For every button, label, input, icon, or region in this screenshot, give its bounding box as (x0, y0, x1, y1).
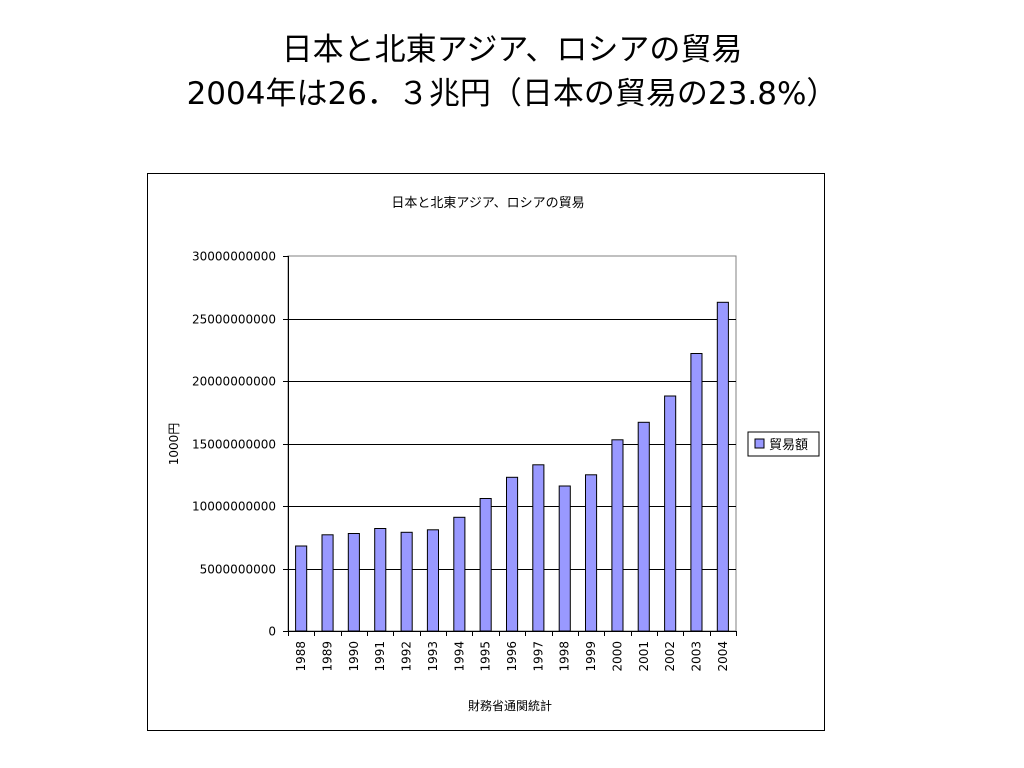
slide-title: 日本と北東アジア、ロシアの貿易 2004年は26．３兆円（日本の貿易の23.8%… (0, 28, 1024, 116)
x-tick-label-1989: 1989 (321, 641, 335, 672)
x-tick-label-2003: 2003 (690, 641, 704, 672)
bar-1992 (400, 531, 413, 632)
bar-2001 (637, 421, 650, 632)
x-tick-label-2001: 2001 (637, 641, 651, 672)
y-tick-label: 15000000000 (192, 438, 276, 452)
bar-1994 (453, 516, 466, 632)
y-tick-label: 5000000000 (200, 563, 276, 577)
x-tick-label-2000: 2000 (610, 641, 624, 672)
y-tick-label: 0 (268, 625, 276, 639)
bar-1993 (426, 529, 439, 632)
bar-1991 (374, 528, 387, 632)
y-axis-label: 1000円 (167, 423, 181, 466)
y-tick-label: 30000000000 (192, 250, 276, 264)
y-tick-label: 20000000000 (192, 375, 276, 389)
x-tick-labels: 1988 1989 1990 1991 1992 1993 1994 1995 1996 1997… (294, 641, 730, 672)
legend: 貿易額 (747, 431, 820, 457)
x-tick-label-1996: 1996 (505, 641, 519, 672)
x-tick-label-2004: 2004 (716, 641, 730, 672)
x-tick-label-1997: 1997 (531, 641, 545, 672)
bar-2002 (664, 395, 677, 632)
bar-1989 (321, 534, 334, 632)
bar-1995 (479, 498, 492, 632)
bar-1999 (585, 474, 598, 632)
bar-1996 (506, 476, 519, 632)
y-tick-labels: 0 5000000000 10000000000 15000000000 2000000… (192, 250, 276, 639)
x-tick-label-1998: 1998 (558, 641, 572, 672)
bars (295, 301, 729, 632)
x-tick-label-1991: 1991 (373, 641, 387, 672)
slide-title-line2: 2004年は26．３兆円（日本の貿易の23.8%） (186, 76, 838, 112)
y-tick-label: 10000000000 (192, 500, 276, 514)
bar-2003 (690, 353, 703, 632)
axes (283, 256, 737, 636)
x-tick-label-1988: 1988 (294, 641, 308, 672)
bar-chart: 日本と北東アジア、ロシアの貿易 0 5000000000 10000000000 15… (167, 195, 820, 713)
slide-title-line1: 日本と北東アジア、ロシアの貿易 (281, 32, 743, 68)
bar-1997 (532, 464, 545, 632)
legend-swatch (754, 438, 765, 449)
x-tick-label-1992: 1992 (400, 641, 414, 672)
bar-2004 (716, 301, 729, 632)
chart-title: 日本と北東アジア、ロシアの貿易 (391, 195, 584, 211)
x-tick-label-1993: 1993 (426, 641, 440, 672)
x-tick-label-2002: 2002 (663, 641, 677, 672)
bar-2000 (611, 439, 624, 632)
x-tick-label-1995: 1995 (479, 641, 493, 672)
x-tick-label-1999: 1999 (584, 641, 598, 672)
legend-label: 貿易額 (769, 438, 808, 453)
bar-1988 (295, 545, 308, 632)
bar-1998 (558, 485, 571, 632)
x-tick-label-1990: 1990 (347, 641, 361, 672)
bar-1990 (347, 533, 360, 632)
y-tick-label: 25000000000 (192, 313, 276, 327)
chart-frame: 日本と北東アジア、ロシアの貿易 0 5000000000 10000000000 15… (147, 173, 825, 731)
x-tick-label-1994: 1994 (452, 641, 466, 672)
x-axis-label: 財務省通関統計 (468, 698, 552, 713)
